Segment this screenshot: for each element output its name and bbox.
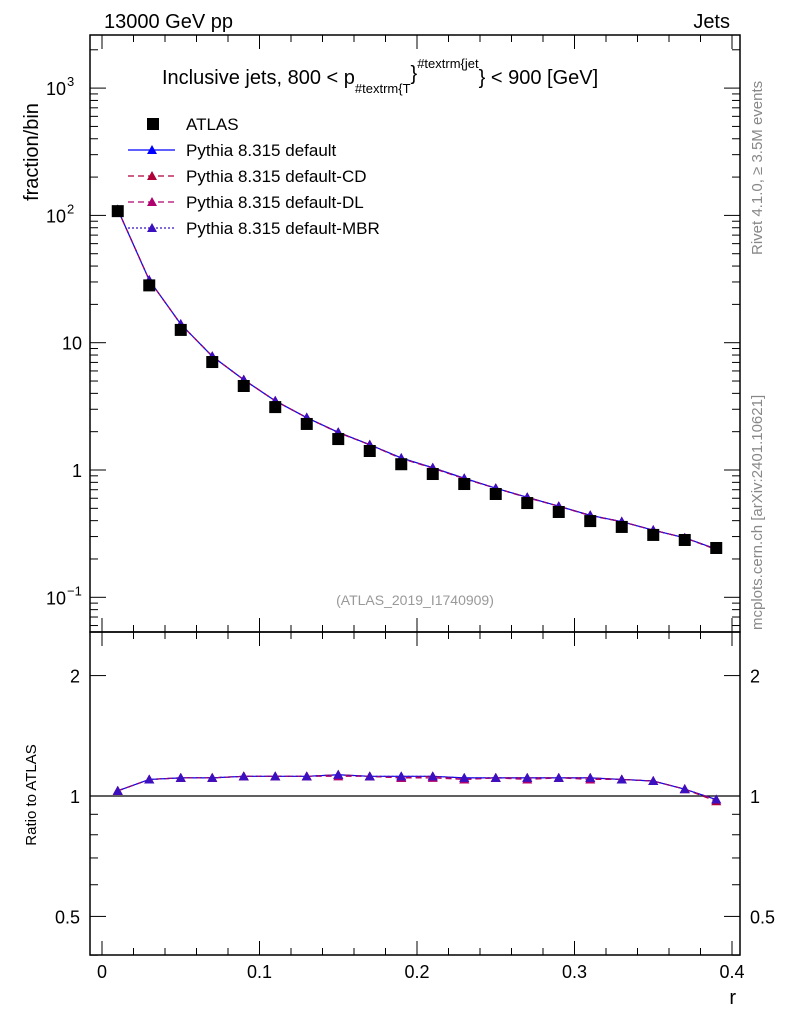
- data-point: [489, 487, 502, 500]
- x-tick-label: 0.1: [247, 962, 272, 982]
- x-tick-label: 0: [97, 962, 107, 982]
- ratio-point: [333, 769, 344, 779]
- legend-label: Pythia 8.315 default-CD: [186, 167, 367, 186]
- legend-label: Pythia 8.315 default-DL: [186, 193, 364, 212]
- mc-line-2: [117, 209, 717, 550]
- ratio-point: [616, 774, 627, 784]
- legend-label: ATLAS: [186, 115, 239, 134]
- data-point: [363, 445, 376, 458]
- ratio-point: [396, 771, 407, 781]
- ratio-point: [238, 771, 249, 781]
- ratio-point: [270, 771, 281, 781]
- data-point: [174, 323, 187, 336]
- data-point: [458, 478, 471, 491]
- data-point: [111, 205, 124, 218]
- ratio-point: [364, 771, 375, 781]
- data-point: [395, 458, 408, 471]
- y-axis-label: fraction/bin: [21, 103, 43, 201]
- header-left: 13000 GeV pp: [104, 11, 233, 33]
- data-point: [647, 528, 660, 541]
- ratio-point: [427, 771, 438, 781]
- watermark: (ATLAS_2019_I1740909): [336, 592, 494, 608]
- data-point: [237, 379, 250, 392]
- ratio-tick-label-right: 1: [750, 787, 760, 807]
- data-point: [206, 356, 219, 369]
- title-sub: #textrm{T: [355, 81, 411, 96]
- ratio-point: [553, 772, 564, 782]
- ratio-point: [301, 771, 312, 781]
- y-tick-exponent: −1: [67, 583, 82, 598]
- y-tick-label: 10: [62, 334, 82, 354]
- data-point: [143, 279, 156, 292]
- ratio-point: [207, 772, 218, 782]
- ratio-point: [490, 772, 501, 782]
- x-tick-label: 0.4: [719, 962, 744, 982]
- ratio-tick-label-right: 2: [750, 667, 760, 687]
- y-tick-label: 1: [72, 461, 82, 481]
- data-point: [426, 468, 439, 481]
- ratio-y-axis-label: Ratio to ATLAS: [23, 744, 40, 845]
- title-end: } < 900 [GeV]: [479, 67, 599, 89]
- legend-marker: [147, 171, 157, 180]
- ratio-point: [648, 776, 659, 786]
- mc-line-3: [117, 209, 717, 550]
- ratio-point: [175, 772, 186, 782]
- ratio-point: [585, 772, 596, 782]
- x-tick-label: 0.3: [562, 962, 587, 982]
- legend-marker: [147, 145, 157, 154]
- ratio-point: [112, 785, 123, 795]
- side-text-top: Rivet 4.1.0, ≥ 3.5M events: [749, 81, 766, 255]
- title-sup: #textrm{jet: [417, 56, 479, 71]
- ratio-tick-label-left: 1: [70, 787, 80, 807]
- legend-marker-atlas: [147, 118, 159, 130]
- ratio-line-3: [117, 774, 717, 801]
- y-tick-label: 10: [46, 588, 66, 608]
- ratio-point: [711, 794, 722, 804]
- data-point: [584, 515, 597, 528]
- chart-title: Inclusive jets, 800 < p#textrm{T}#textrm…: [162, 56, 598, 96]
- data-point: [269, 401, 282, 414]
- data-point: [710, 541, 723, 554]
- ratio-point: [679, 784, 690, 794]
- legend-marker: [147, 197, 157, 206]
- legend-label: Pythia 8.315 default-MBR: [186, 219, 380, 238]
- ratio-point: [144, 774, 155, 784]
- y-tick-exponent: 2: [67, 201, 74, 216]
- y-tick-label: 10: [46, 206, 66, 226]
- ratio-tick-label-left: 2: [70, 667, 80, 687]
- y-tick-exponent: 3: [67, 74, 74, 89]
- x-axis-label: r: [729, 987, 736, 1009]
- ratio-tick-label-right: 0.5: [750, 907, 775, 927]
- x-tick-label: 0.2: [404, 962, 429, 982]
- y-tick-label: 10: [46, 79, 66, 99]
- mc-line-0: [117, 209, 717, 550]
- mc-line-1: [117, 209, 717, 551]
- title-brace: }: [411, 63, 418, 85]
- data-point: [678, 533, 691, 546]
- data-point: [615, 520, 628, 533]
- legend-label: Pythia 8.315 default: [186, 141, 337, 160]
- legend-marker: [147, 223, 157, 232]
- data-point: [300, 417, 313, 430]
- data-point: [552, 505, 565, 518]
- ratio-point: [522, 772, 533, 782]
- data-point: [521, 497, 534, 510]
- title-main: Inclusive jets, 800 < p: [162, 67, 355, 89]
- ratio-point: [459, 772, 470, 782]
- ratio-line-1: [117, 774, 717, 802]
- data-point: [332, 433, 345, 446]
- ratio-frame: [89, 631, 741, 956]
- side-text-bottom: mcplots.cern.ch [arXiv:2401.10621]: [749, 395, 766, 630]
- header-right: Jets: [693, 11, 730, 33]
- ratio-tick-label-left: 0.5: [55, 907, 80, 927]
